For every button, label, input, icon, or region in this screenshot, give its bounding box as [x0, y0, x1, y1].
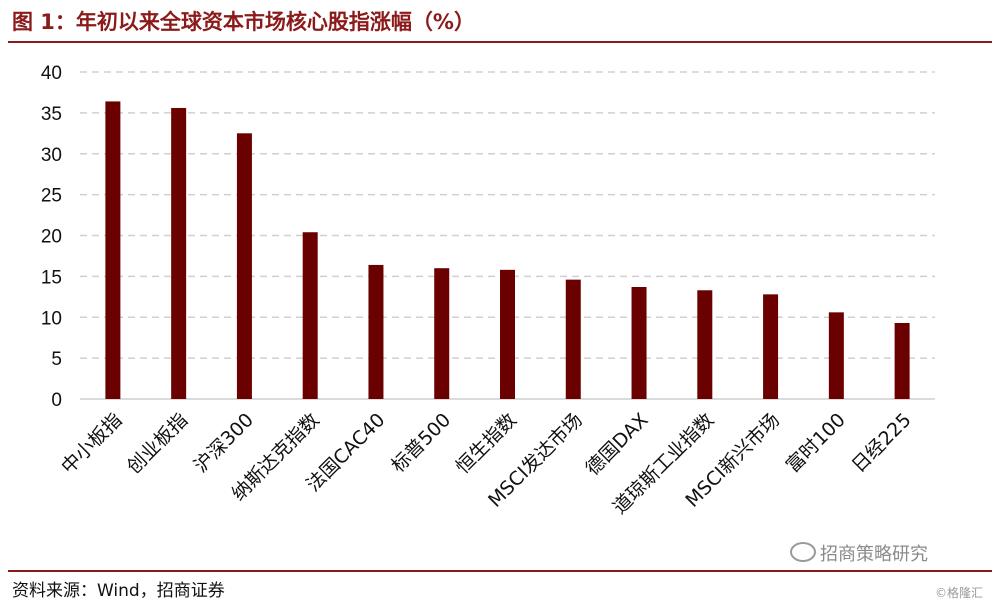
- bar-5: [434, 268, 450, 399]
- y-tick-label: 10: [41, 308, 62, 329]
- footer-rule: [8, 570, 992, 572]
- x-tick-label: 富时100: [782, 409, 850, 477]
- y-tick-label: 20: [41, 227, 62, 248]
- x-tick-label: 日经225: [848, 409, 916, 477]
- bar-6: [500, 269, 515, 399]
- x-axis-labels: 中小板指创业板指沪深300纳斯达克指数法国CAC40标普500恒生指数MSCI发…: [57, 409, 916, 519]
- y-tick-label: 5: [51, 349, 62, 370]
- bar-12: [894, 322, 910, 399]
- x-tick-label: 沪深300: [190, 409, 258, 477]
- y-tick-label: 40: [41, 63, 62, 84]
- bar-9: [697, 290, 713, 399]
- bar-2: [236, 133, 252, 399]
- y-tick-label: 15: [41, 267, 62, 288]
- bar-7: [565, 279, 581, 399]
- bar-10: [763, 294, 779, 399]
- wechat-icon: [790, 542, 816, 562]
- bar-3: [302, 232, 318, 399]
- y-tick-label: 25: [41, 186, 62, 207]
- bar-1: [171, 107, 187, 399]
- y-axis-ticks: 0 5 10 15 20 25 30 35 40: [41, 63, 62, 411]
- title-rule: [8, 41, 992, 43]
- bar-4: [368, 264, 384, 399]
- watermark-text: 招商策略研究: [820, 544, 928, 565]
- x-tick-label: 恒生指数: [452, 409, 521, 478]
- watermark: 招商策略研究: [790, 540, 928, 566]
- watermark-glh: ©格隆汇: [935, 586, 984, 600]
- bar-chart: 0 5 10 15 20 25 30 35 40 中小板指创业板指沪深300纳斯达克指数法国CA…: [41, 63, 935, 519]
- x-tick-label: 创业板指: [123, 409, 192, 478]
- bar-11: [828, 312, 844, 399]
- source-note: 资料来源：Wind，招商证券: [12, 581, 225, 601]
- bar-8: [631, 287, 647, 399]
- x-tick-label: 中小板指: [57, 409, 126, 478]
- chart-title: 图 1：年初以来全球资本市场核心股指涨幅（%）: [12, 10, 475, 34]
- y-tick-label: 30: [41, 145, 62, 166]
- bar-0: [105, 101, 121, 400]
- y-tick-label: 0: [51, 390, 62, 411]
- grid-lines: [80, 71, 935, 359]
- bars: [105, 101, 910, 400]
- x-tick-label: 标普500: [387, 409, 455, 477]
- y-tick-label: 35: [41, 104, 62, 125]
